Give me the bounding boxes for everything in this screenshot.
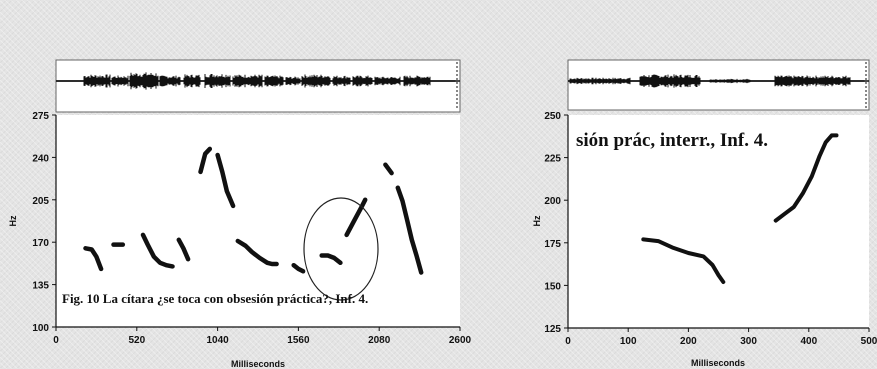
x-tick-label: 0 <box>53 335 59 346</box>
waveform-2 <box>568 74 865 88</box>
pitch-contour-segment <box>641 237 726 284</box>
pitch-contour-segment <box>319 253 343 266</box>
x-tick-label: 200 <box>680 336 697 347</box>
y-tick-label: 205 <box>32 196 49 207</box>
x-tick-label: 1040 <box>206 335 229 346</box>
pitch-contour-segment <box>215 152 236 209</box>
highlight-ellipse <box>303 197 379 301</box>
y-tick-label: 170 <box>32 238 49 249</box>
y-tick-label: 135 <box>32 281 49 292</box>
x-tick-label: 0 <box>565 336 571 347</box>
pitch-contour-segment <box>198 146 213 175</box>
y-tick-label: 275 <box>32 111 49 122</box>
pitch-contour-segment <box>83 246 104 272</box>
x-tick-label: 1560 <box>287 335 310 346</box>
xlabel-1: Milliseconds <box>231 359 285 369</box>
ylabel-2: Hz <box>532 215 542 226</box>
waveform-panel-2 <box>567 59 870 111</box>
pitch-contour-segment <box>235 238 279 267</box>
x-tick-label: 400 <box>800 336 817 347</box>
pitch-contour-segment <box>176 237 191 262</box>
waveform-1 <box>56 72 456 90</box>
y-tick-label: 100 <box>32 323 49 334</box>
pitch-panel-2: 0 100 200 300 400 500 125 150 175 200 225 250 sión … <box>532 111 877 368</box>
waveform-panel-1 <box>55 59 461 113</box>
y-tick-label: 200 <box>544 196 561 207</box>
pitch-contour-segment <box>383 162 394 176</box>
x-tick-label: 520 <box>128 335 145 346</box>
caption-1: Fig. 10 La cítara ¿se toca con obsesión … <box>62 291 368 306</box>
xlabel-2: Milliseconds <box>691 358 745 368</box>
y-tick-label: 225 <box>544 154 561 165</box>
x-tick-label: 2080 <box>368 335 391 346</box>
x-tick-label: 2600 <box>449 335 472 346</box>
pitch-contour-segment <box>140 232 175 269</box>
pitch-contour-segment <box>291 262 306 274</box>
pitch-contour-segment <box>395 185 424 275</box>
y-tick-label: 125 <box>544 324 561 335</box>
x-tick-label: 500 <box>861 336 877 347</box>
pitch-contour-segment <box>344 197 368 238</box>
ylabel-1: Hz <box>8 215 18 226</box>
y-tick-label: 150 <box>544 281 561 292</box>
waveform-trace <box>56 72 456 90</box>
pitch-panel-1: 0 520 1040 1560 2080 2600 100 135 170 205 240 275 F… <box>8 111 472 369</box>
y-tick-label: 240 <box>32 153 49 164</box>
x-tick-label: 100 <box>620 336 637 347</box>
y-tick-label: 250 <box>544 111 561 122</box>
x-tick-label: 300 <box>740 336 757 347</box>
pitch-contour-segment <box>773 133 839 223</box>
y-tick-label: 175 <box>544 239 561 250</box>
waveform-trace <box>568 74 865 88</box>
caption-2: sión prác, interr., Inf. 4. <box>576 130 768 151</box>
